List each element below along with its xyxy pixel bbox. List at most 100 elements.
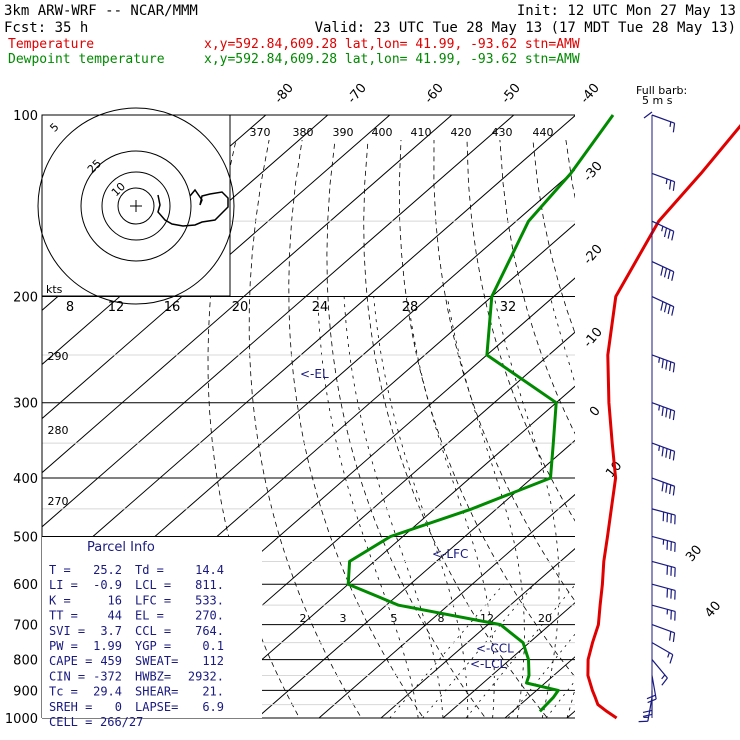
barb-full [661,482,664,492]
dry-adiabat-380 [665,140,740,731]
barb-full [661,447,664,457]
parcel-label: T = [49,563,71,577]
barb-full [665,408,668,418]
barb-half [661,226,664,232]
parcel-label: PW = [49,639,78,653]
barb-full [663,268,668,278]
isotherm-label-30: 30 [683,543,705,565]
isotherm--110 [42,115,453,474]
pressure-label-100: 100 [13,109,38,124]
parcel-value: 270. [195,609,224,623]
isotherm--20 [318,493,575,718]
mixing-ratio-label-3: 3 [340,612,347,625]
isotherm-label-0: 0 [587,404,604,420]
wind-barb [646,675,657,704]
parcel-label: SWEAT= [135,654,178,668]
barb-full [672,181,676,191]
theta-label-380: 380 [293,126,314,139]
barb-full [672,123,676,133]
mixing-ratio-label-2: 2 [300,612,307,625]
isotherm--90 [42,115,575,582]
wind-barb [651,261,675,281]
isotherm-label--60: -60 [422,81,447,107]
barb-full [669,361,672,372]
parcel-info-panel: Parcel Info T = 25.2 Td = 14.4 LI = -0.9 LCL =… [42,537,262,729]
barb-full [660,266,664,276]
barb-full [661,677,668,686]
parcel-value: 3.7 [100,624,122,638]
parcel-value: 16 [108,593,122,607]
barb-full [669,484,672,495]
barb-full [669,449,672,460]
temperature-location: x,y=592.84,609.28 lat,lon= 41.99, -93.62… [204,37,580,52]
dry-adiabat-400 [731,140,740,731]
barb-full [646,694,656,700]
barb-full [672,486,676,496]
parcel-value: 21. [202,685,224,699]
barb-half [665,178,668,185]
wind-barb [651,508,676,525]
pressure-label-400: 400 [13,472,38,487]
isotherm-30 [629,115,740,718]
isotherm-20 [566,710,575,718]
isotherm-label--20: -20 [581,242,606,268]
wind-barb [642,690,653,717]
parcel-value: 811. [195,578,224,592]
valid-time: Valid: 23 UTC Tue 28 May 13 (17 MDT Tue … [315,20,736,36]
mixing-ratio-label-5: 5 [391,612,398,625]
wind-barb [651,295,675,316]
barb-half [658,405,661,411]
wind-barb [651,560,676,577]
legend-barb [643,111,653,119]
hodo-speed-label-16: 16 [164,300,181,315]
barb-full [642,709,653,713]
mixing-ratio-label-8: 8 [438,612,445,625]
theta-label-390: 390 [333,126,354,139]
mixing-ratio-12 [545,680,575,718]
hodo-ring [117,187,155,225]
hodo-speed-label-32: 32 [500,300,517,315]
barb-legend-unit: 5 m s [642,94,673,107]
barb-full [665,448,668,458]
moist-adiabat-32 [641,297,740,719]
barb-shaft [651,172,675,183]
isotherm-40 [691,115,740,718]
barb-full [669,409,672,419]
annotation-ccl: <-CCL [476,642,514,656]
parcel-value: 1.99 [93,639,122,653]
annotation-el: <-EL [300,367,329,381]
barb-full [672,632,676,643]
wind-barb [651,354,676,373]
parcel-label: LCL = [135,578,171,592]
isotherm-label--80: -80 [272,81,297,107]
parcel-value: 6.9 [202,700,224,714]
theta-label-420: 420 [451,126,472,139]
isotherm-0 [442,602,575,718]
barb-full [669,631,672,641]
barb-full [672,363,676,373]
dry-adiabat-310 [433,139,575,602]
isotherm--30 [256,439,575,718]
dewpoint-legend: Dewpoint temperature [8,52,165,67]
wind-barb [651,642,674,664]
barb-half [658,357,661,363]
parcel-label: TT = [49,609,78,623]
parcel-label: LFC = [135,593,171,607]
parcel-value: 764. [195,624,224,638]
isotherm-label--70: -70 [345,81,370,107]
theta-label-430: 430 [492,126,513,139]
barb-full [667,229,671,239]
dry-adiabat-370 [632,140,740,731]
parcel-label: LI = [49,578,78,592]
parcel-value: 112 [202,654,224,668]
plot-layer: <-EL <-LFC <-CCL<-LCL [300,114,740,720]
dry-adiabat-300 [398,139,575,678]
barb-full [661,406,664,417]
hodo-speed-unit: kts [46,283,63,296]
dry-adiabat-270 [288,139,424,718]
hodo-speed-label-24: 24 [312,300,329,315]
isotherm-label--50: -50 [499,81,524,107]
pressure-label-800: 800 [13,654,38,669]
dry-adiabat-250 [207,139,300,718]
